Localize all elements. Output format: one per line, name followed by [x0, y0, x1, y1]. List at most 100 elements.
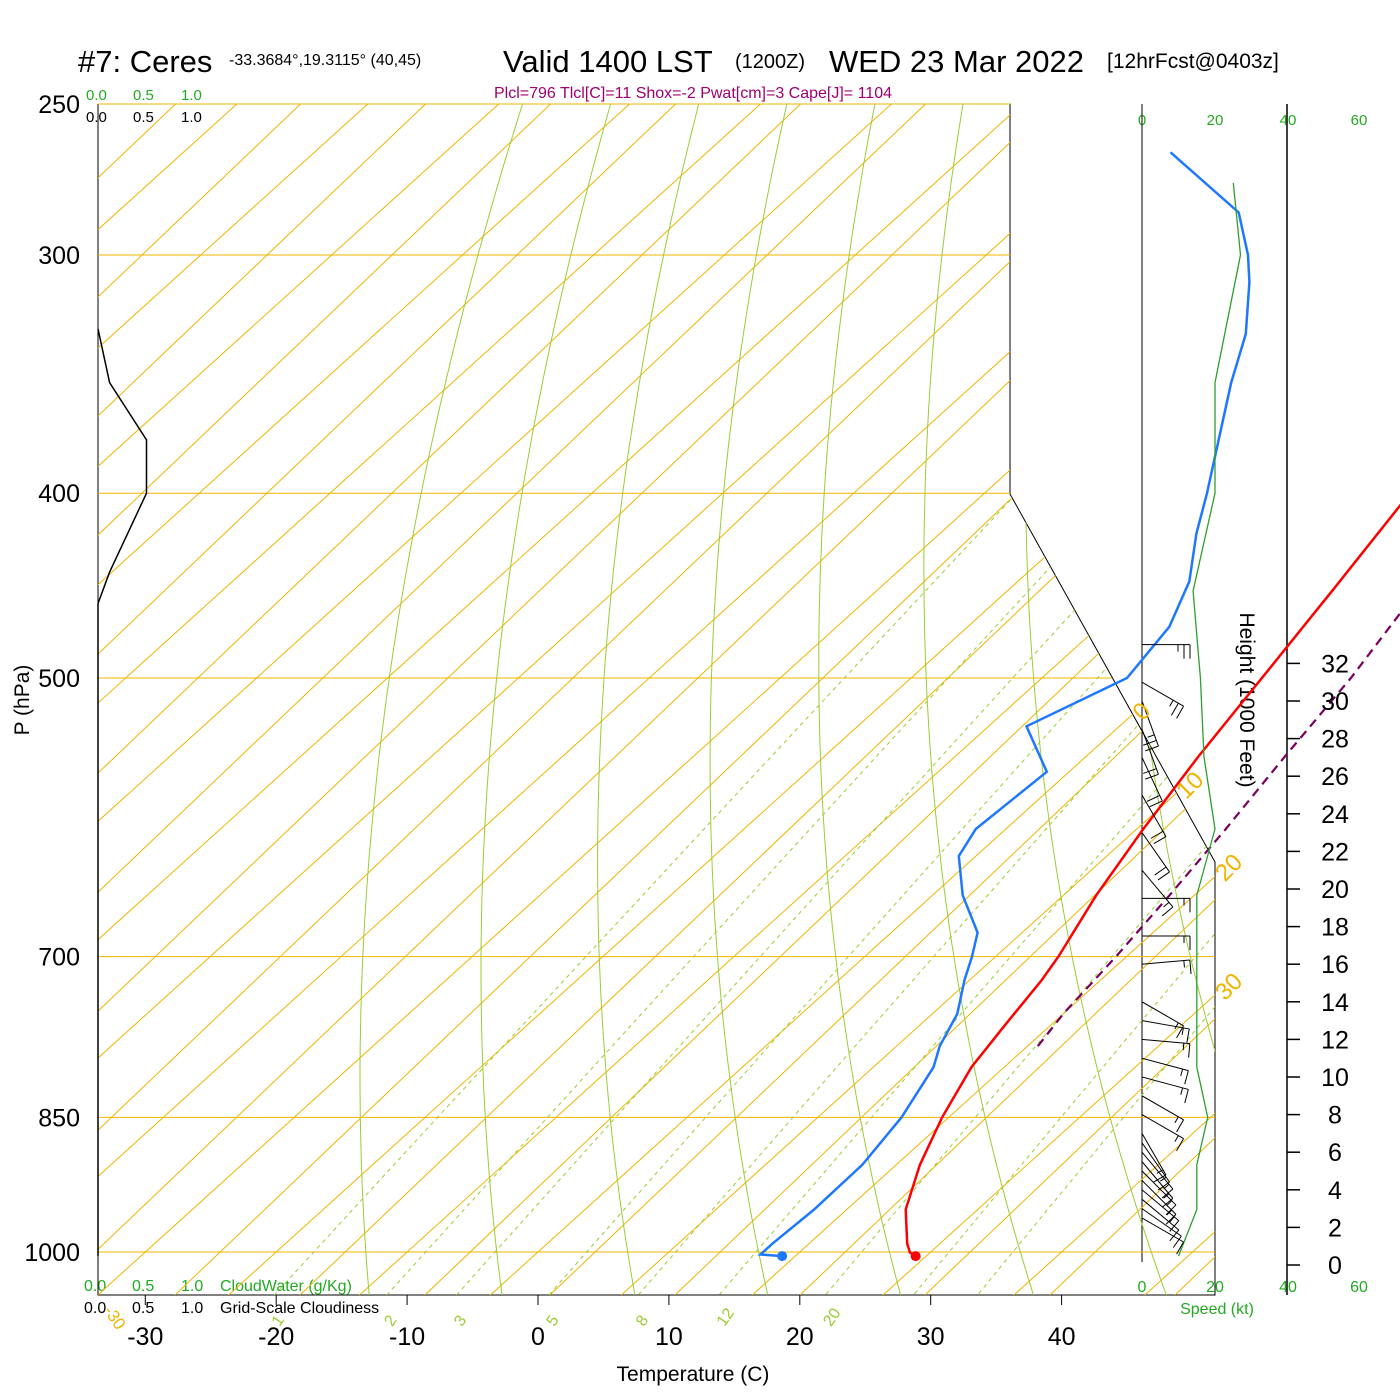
wind-barb-half-flag — [1169, 1216, 1175, 1223]
wind-barb-staff — [1141, 729, 1159, 775]
pressure-tick-label: 400 — [38, 480, 80, 508]
wind-barb — [1141, 832, 1170, 881]
isobar-lines — [98, 103, 1215, 1253]
pressure-tick-label: 300 — [38, 242, 80, 270]
wind-barb — [1141, 757, 1163, 808]
wind-barb-flag — [1143, 768, 1157, 774]
cloudwater-tick-bottom-1: 0.5 — [132, 1278, 154, 1295]
wind-barb-staff — [1141, 1208, 1182, 1237]
height-tick-label: 22 — [1321, 838, 1349, 866]
dry-adiabat-line — [480, 104, 612, 1295]
wind-speed-line — [1177, 182, 1242, 1257]
wind-barb — [1141, 1038, 1191, 1058]
wind-barb-flag — [1145, 745, 1159, 752]
cloudwater-tick-bottom-0: 0.0 — [84, 1278, 106, 1295]
height-tick-label: 2 — [1328, 1214, 1342, 1242]
wind-barb-flag — [1161, 906, 1174, 917]
cloudwater-tick-0: 0.0 — [86, 87, 107, 104]
wind-barb-half-flag — [1163, 1183, 1170, 1190]
wind-barb — [1141, 1095, 1185, 1133]
cloudiness-tick-bottom-0: 0.0 — [84, 1300, 106, 1317]
isotherm-line — [98, 104, 1154, 1295]
x-axis-title: Temperature (C) — [617, 1363, 770, 1386]
pressure-tick-label: 850 — [38, 1104, 80, 1132]
wind-barb-flag — [1161, 1197, 1174, 1208]
isotherm-cross-line — [98, 104, 676, 1295]
cloudiness-label: Grid-Scale Cloudiness — [220, 1300, 379, 1317]
mixing-ratio-label: 12 — [714, 1305, 738, 1329]
mixing-ratio-label: 3 — [451, 1312, 470, 1329]
wind-barb — [1141, 869, 1174, 917]
wind-barb-flag — [1153, 1174, 1167, 1183]
wind-barb-staff — [1141, 1217, 1184, 1243]
height-tick-label: 10 — [1321, 1064, 1349, 1092]
temperature-trace — [904, 503, 1400, 1258]
wind-barb — [1141, 1076, 1189, 1104]
wind-barb — [1141, 1057, 1189, 1085]
wind-barb-staff — [1141, 1001, 1184, 1027]
isotherm-cross-line — [549, 104, 1215, 1295]
wind-barb-half-flag — [1166, 1209, 1173, 1216]
wind-barb-flag — [1165, 1213, 1177, 1225]
wind-barb-half-flag — [1156, 1169, 1164, 1174]
height-tick-label: 14 — [1321, 989, 1349, 1017]
isotherm-cross-line — [98, 104, 1051, 1295]
forecast-info: [12hrFcst@0403z] — [1107, 50, 1279, 73]
isotherm-cross-line — [924, 104, 1215, 1295]
valid-time: Valid 1400 LST — [503, 44, 713, 79]
height-tick-label: 12 — [1321, 1026, 1349, 1054]
isotherm-cross-line — [98, 104, 551, 1295]
wind-barb — [1141, 1133, 1167, 1183]
isotherm-right-label: 10 — [1171, 767, 1209, 805]
wind-barb-half-flag — [1183, 960, 1185, 968]
wind-barb-flag — [1189, 959, 1192, 975]
isotherm-lines — [98, 104, 1215, 1295]
wind-barb-flag — [1188, 1043, 1191, 1058]
isotherm-line — [98, 104, 369, 1295]
mixing-ratio-line — [354, 492, 1119, 1295]
pressure-tick-label: 700 — [38, 944, 80, 972]
dry-adiabat-line — [709, 104, 788, 1295]
wind-barb-half-flag — [1181, 1027, 1184, 1035]
mixing-ratio-line — [687, 492, 1215, 1295]
cloudiness-tick-bottom-1: 0.5 — [132, 1300, 154, 1317]
station-coords: -33.3684°,19.3115° (40,45) — [229, 52, 421, 69]
dry-adiabat-lines — [359, 104, 1400, 1331]
x-tick-label: 40 — [1048, 1323, 1076, 1351]
isotherm-line — [582, 104, 1215, 1295]
wind-barb-half-flag — [1166, 1200, 1173, 1207]
wind-barb-staff — [1141, 1020, 1190, 1030]
wind-barb — [1141, 1001, 1185, 1039]
wind-barb — [1141, 1170, 1177, 1216]
wind-barb — [1142, 644, 1191, 659]
isotherm-right-label: 20 — [1210, 849, 1248, 887]
wind-barb-half-flag — [1163, 901, 1170, 908]
wind-barb — [1141, 1180, 1177, 1225]
wind-barb-half-flag — [1147, 734, 1155, 738]
cloudiness-tick-bottom-2: 1.0 — [181, 1300, 203, 1317]
height-tick-label: 24 — [1321, 801, 1349, 829]
wind-barb-flag — [1143, 739, 1157, 746]
wind-barb-half-flag — [1163, 1193, 1170, 1199]
isotherm-line — [98, 104, 1023, 1295]
stability-indices: Plcl=796 Tlcl[C]=11 Shox=-2 Pwat[cm]=3 C… — [494, 85, 892, 102]
height-tick-label: 4 — [1328, 1177, 1342, 1205]
isotherm-cross-line — [174, 104, 1215, 1295]
wind-barb — [1141, 1198, 1180, 1242]
cloudiness-line — [97, 328, 148, 1257]
dry-adiabat-line — [1313, 104, 1400, 1331]
wind-barb — [1141, 681, 1185, 719]
surface-temperature-dot — [910, 1251, 921, 1262]
dry-adiabat-line — [359, 104, 523, 1295]
speed-axis-label: Speed (kt) — [1180, 1301, 1254, 1318]
height-tick-label: 26 — [1321, 763, 1349, 791]
wind-barb-flag — [1169, 1220, 1180, 1232]
height-tick-label: 8 — [1328, 1102, 1342, 1130]
x-tick-label: 10 — [655, 1323, 683, 1351]
dry-adiabat-line — [818, 104, 912, 1295]
y-axis-title: P (hPa) — [11, 665, 34, 736]
wind-barb-staff — [1141, 1189, 1180, 1222]
wind-barb-flag — [1154, 866, 1167, 876]
wind-barb-flag — [1153, 836, 1167, 845]
